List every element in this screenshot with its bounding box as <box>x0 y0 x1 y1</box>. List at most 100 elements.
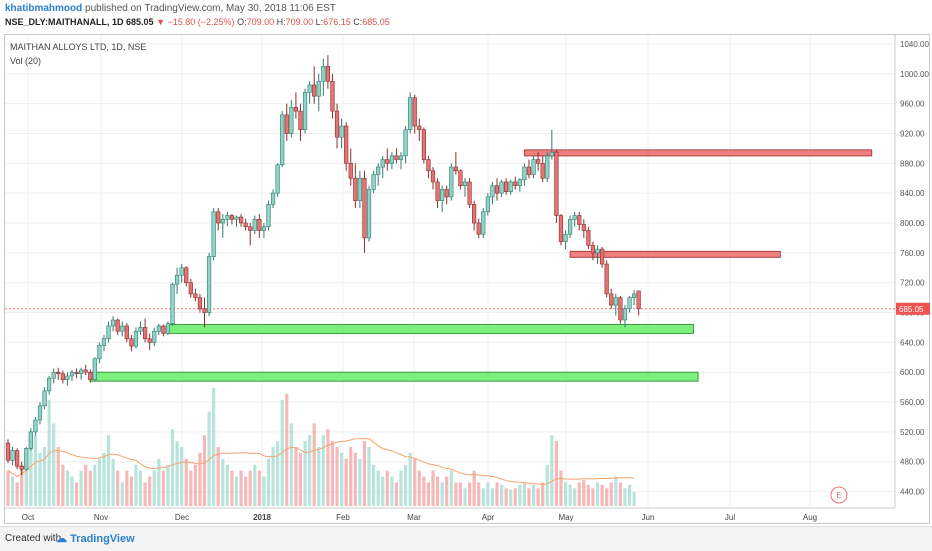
candle-up <box>531 159 536 175</box>
volume-bar <box>614 476 618 506</box>
y-tick-label: 480.00 <box>900 458 925 467</box>
candle-down <box>115 319 120 332</box>
volume-bar <box>582 480 586 506</box>
candle-down <box>56 371 61 375</box>
volume-bar <box>138 470 143 506</box>
candle-down <box>83 369 88 373</box>
candle-down <box>618 297 623 321</box>
y-tick-label: 440.00 <box>900 488 925 497</box>
candle-up <box>440 189 445 201</box>
volume-bar <box>454 482 458 506</box>
author-link[interactable]: khatibmahmood <box>5 3 83 14</box>
candle-up <box>376 166 381 175</box>
price-chart[interactable]: 440.00480.00520.00560.00600.00640.00680.… <box>0 0 932 526</box>
candle-up <box>106 325 111 339</box>
volume-bar <box>221 458 225 506</box>
y-tick-label: 880.00 <box>900 159 925 168</box>
candle-down <box>586 230 591 246</box>
volume-bar <box>449 470 453 506</box>
candle-up <box>339 125 344 138</box>
brand-text: TradingView <box>70 533 135 545</box>
volume-bar <box>262 476 266 506</box>
candle-up <box>24 448 29 470</box>
volume-bar <box>326 429 330 506</box>
low-value: 676.15 <box>323 17 351 27</box>
candle-up <box>302 92 308 131</box>
candle-down <box>590 245 596 254</box>
candle-up <box>42 390 47 407</box>
candle-down <box>636 290 641 310</box>
y-tick-label: 800.00 <box>900 219 925 228</box>
candle-down <box>609 293 614 306</box>
volume-bar <box>367 447 371 506</box>
x-tick-label: Mar <box>407 513 421 522</box>
volume-bar <box>257 470 261 506</box>
candle-down <box>330 80 335 112</box>
volume-bar <box>317 447 321 506</box>
candle-up <box>371 174 376 190</box>
tradingview-logo[interactable]: ☁ TradingView <box>56 532 135 545</box>
candle-down <box>161 325 166 334</box>
volume-bar <box>276 441 280 506</box>
candle-up <box>101 338 107 346</box>
candle-up <box>120 325 125 332</box>
candle-up <box>37 405 43 421</box>
candle-down <box>193 293 198 298</box>
candle-down <box>248 226 253 231</box>
volume-bar <box>372 464 376 506</box>
candle-up <box>261 226 267 231</box>
candle-up <box>631 293 637 298</box>
candle-down <box>353 177 358 201</box>
volume-bar <box>632 491 636 506</box>
candle-up <box>97 345 102 360</box>
volume-legend: Vol (20) <box>10 56 42 66</box>
volume-bar <box>93 464 97 506</box>
candle-up <box>403 129 408 157</box>
candle-up <box>28 431 33 449</box>
candle-up <box>266 204 271 228</box>
candle-up <box>179 267 184 276</box>
volume-bar <box>522 482 527 506</box>
candle-down <box>385 159 390 164</box>
candle-up <box>389 155 394 164</box>
volume-bar <box>79 470 83 506</box>
volume-bar <box>527 488 531 506</box>
volume-bar <box>207 411 211 506</box>
candle-down <box>202 308 207 313</box>
y-tick-label: 840.00 <box>900 189 925 198</box>
x-tick-label: Dec <box>175 513 189 522</box>
volume-bar <box>595 482 600 506</box>
candle-down <box>536 159 541 164</box>
support-zone <box>89 371 699 382</box>
volume-bar <box>518 484 522 506</box>
volume-bar <box>248 470 252 506</box>
volume-bar <box>344 458 348 506</box>
chart-frame[interactable] <box>4 34 930 524</box>
candle-up <box>289 107 294 134</box>
volume-bar <box>472 470 476 506</box>
volume-bar <box>202 435 207 506</box>
candle-down <box>540 163 545 179</box>
open-label: O: <box>237 17 247 27</box>
candle-up <box>252 218 257 231</box>
volume-bar <box>499 484 504 506</box>
volume-bar <box>157 458 161 506</box>
volume-bar <box>390 476 394 506</box>
candle-up <box>321 66 326 82</box>
candle-up <box>33 419 38 433</box>
candle-up <box>508 181 513 192</box>
volume-bar <box>362 441 367 506</box>
candle-up <box>211 211 216 257</box>
candle-up <box>69 371 75 377</box>
candle-up <box>408 97 413 131</box>
candle-down <box>74 371 79 375</box>
x-tick-label: Feb <box>336 513 350 522</box>
y-tick-label: 1000.00 <box>900 70 929 79</box>
volume-bar <box>20 464 24 506</box>
volume-bar <box>152 470 156 506</box>
resistance-zone <box>569 250 781 258</box>
close-label: C: <box>353 17 363 27</box>
candle-up <box>549 151 554 157</box>
candle-up <box>280 114 285 166</box>
candle-up <box>563 233 568 242</box>
